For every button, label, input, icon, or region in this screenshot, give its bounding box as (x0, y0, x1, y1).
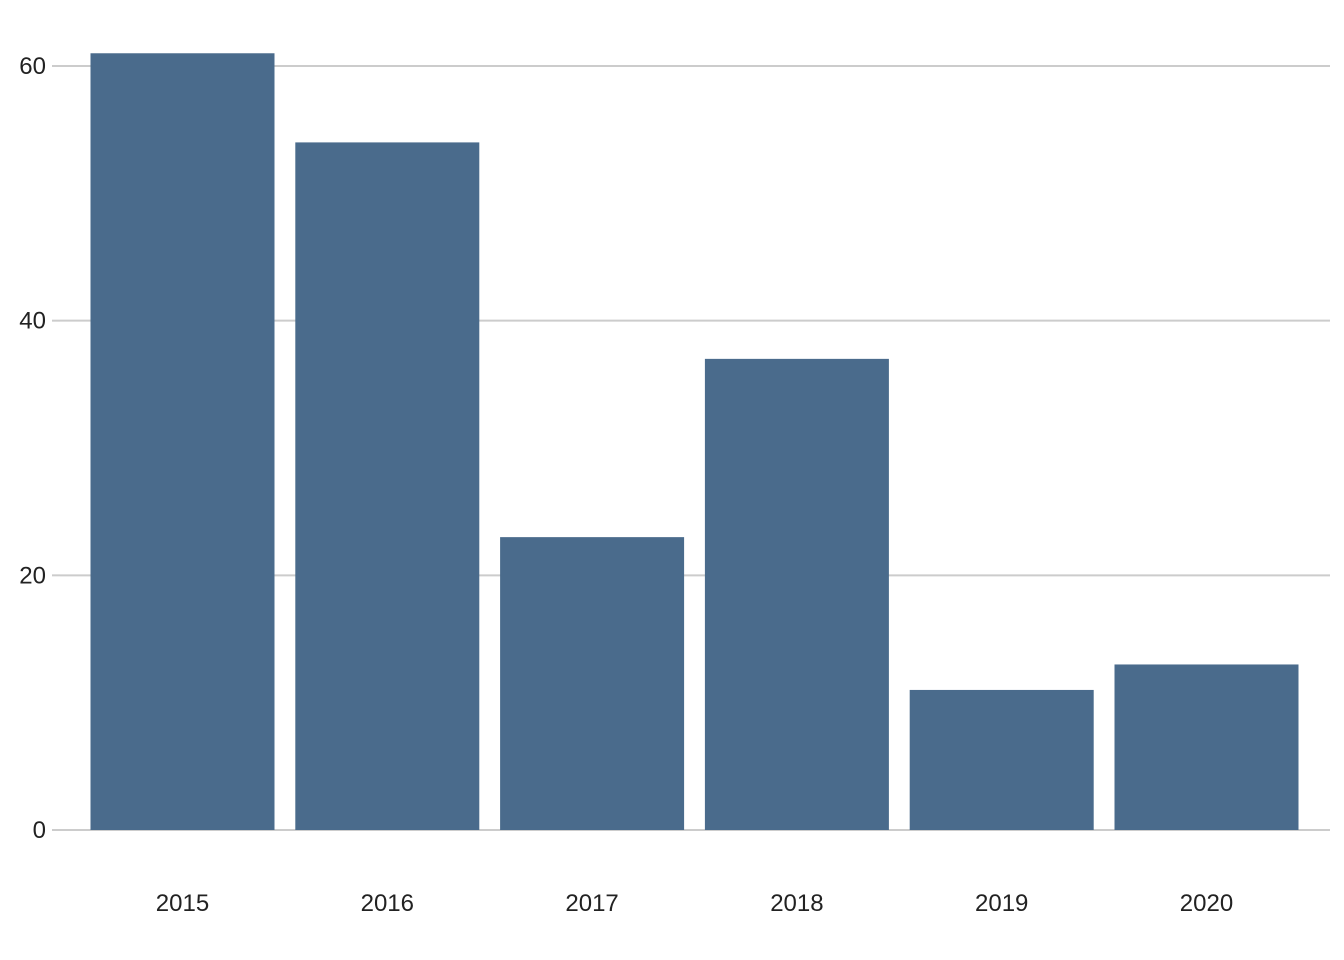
bar-2018 (704, 358, 889, 830)
x-tick-label: 2020 (1180, 890, 1233, 917)
y-tick-label: 40 (19, 308, 46, 335)
y-tick-label: 60 (19, 53, 46, 80)
bar-2019 (909, 689, 1094, 830)
bar-2015 (90, 53, 275, 831)
x-tick-labels: 2015 2016 2017 2018 2019 2020 (156, 890, 1233, 917)
y-tick-label: 20 (19, 562, 46, 589)
bar-2016 (295, 142, 480, 830)
bar-2020 (1114, 664, 1299, 830)
x-tick-label: 2018 (770, 890, 823, 917)
x-tick-label: 2017 (565, 890, 618, 917)
x-tick-label: 2019 (975, 890, 1028, 917)
x-tick-label: 2016 (361, 890, 414, 917)
y-tick-label: 0 (33, 817, 46, 844)
y-tick-labels: 0 20 40 60 (19, 53, 46, 844)
y-tick-marks (52, 65, 60, 831)
bars (90, 53, 1299, 831)
x-tick-label: 2015 (156, 890, 209, 917)
bar-2017 (500, 537, 685, 830)
